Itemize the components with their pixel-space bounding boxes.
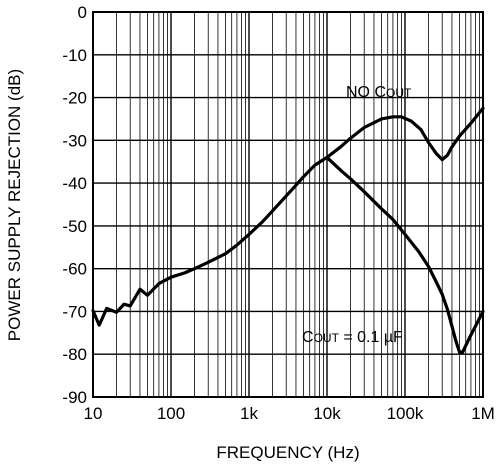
y-tick-label: -90 bbox=[62, 388, 87, 407]
x-tick-labels: 10 100 1k 10k 100k 1M bbox=[84, 404, 495, 423]
annotation-no-cout: NO COUT bbox=[346, 84, 412, 101]
grid bbox=[92, 11, 483, 398]
annotation-no-cout-main: NO C bbox=[346, 84, 386, 101]
annotation-cout-main: C bbox=[302, 329, 314, 346]
y-tick-label: -40 bbox=[62, 174, 87, 193]
annotation-cout: COUT = 0.1 µF bbox=[302, 329, 403, 346]
series-line-cout-0-1uf bbox=[91, 155, 485, 354]
y-tick-label: -50 bbox=[62, 217, 87, 236]
x-tick-label: 1M bbox=[471, 404, 495, 423]
annotation-no-cout-sub: OUT bbox=[386, 86, 412, 100]
y-axis-label: POWER SUPPLY REJECTION (dB) bbox=[5, 69, 24, 341]
y-tick-label: -60 bbox=[62, 260, 87, 279]
y-tick-label: 0 bbox=[78, 3, 87, 22]
x-tick-label: 10k bbox=[313, 404, 341, 423]
x-tick-label: 1k bbox=[240, 404, 258, 423]
series-layer bbox=[91, 106, 485, 354]
x-axis-label: FREQUENCY (Hz) bbox=[216, 443, 359, 462]
y-tick-label: -20 bbox=[62, 89, 87, 108]
x-tick-label: 100 bbox=[157, 404, 185, 423]
series-line-no-cout bbox=[325, 106, 485, 162]
x-tick-label: 100k bbox=[387, 404, 424, 423]
x-tick-label: 10 bbox=[84, 404, 103, 423]
y-tick-label: -10 bbox=[62, 46, 87, 65]
annotation-cout-sub: OUT bbox=[314, 331, 340, 345]
y-tick-label: -80 bbox=[62, 345, 87, 364]
annotation-cout-tail: = 0.1 µF bbox=[339, 329, 403, 346]
y-tick-labels: 0 -10 -20 -30 -40 -50 -60 -70 -80 -90 bbox=[62, 3, 87, 407]
plot-frame bbox=[92, 11, 484, 398]
y-tick-label: -30 bbox=[62, 131, 87, 150]
y-tick-label: -70 bbox=[62, 302, 87, 321]
